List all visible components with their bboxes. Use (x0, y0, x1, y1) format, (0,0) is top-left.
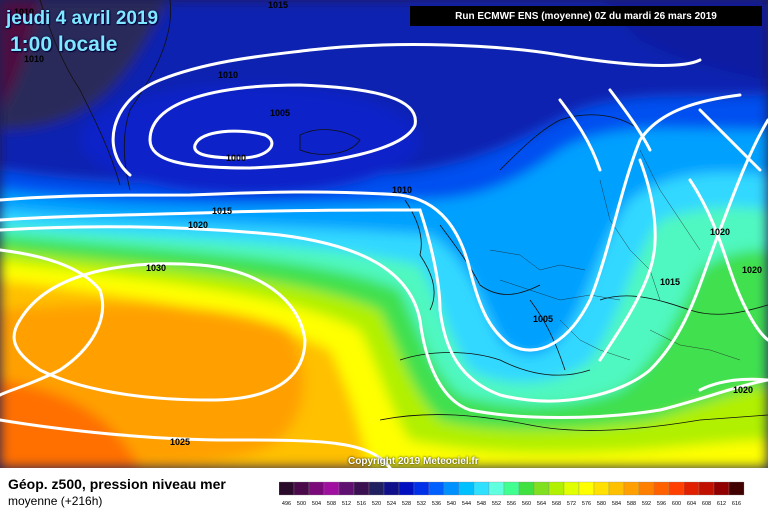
legend-value: 548 (477, 501, 486, 507)
isobar-label: 1015 (212, 206, 232, 216)
legend-value: 544 (462, 501, 471, 507)
run-info-banner: Run ECMWF ENS (moyenne) 0Z du mardi 26 m… (410, 6, 762, 26)
legend-value: 608 (702, 501, 711, 507)
isobar-label: 1015 (268, 0, 288, 10)
borders (489, 149, 741, 361)
map-area: 1015 1010 1010 1005 1000 1010 1015 1020 … (0, 0, 768, 468)
legend-value: 580 (597, 501, 606, 507)
legend-swatch (578, 481, 595, 496)
forecast-date: jeudi 4 avril 2019 (6, 8, 159, 29)
isobar-labels: 1015 1010 1010 1005 1000 1010 1015 1020 … (14, 0, 762, 447)
isobar-label: 1010 (392, 185, 412, 195)
legend-scale: 496 500 504 508 512 516 520 524 528 532 536 540 544 5… (279, 481, 745, 507)
legend-swatch (548, 481, 565, 496)
legend-swatch (428, 481, 445, 496)
chart-subtitle: moyenne (+216h) (8, 494, 103, 508)
legend-swatch (338, 481, 355, 496)
isobar-label: 1005 (533, 314, 553, 324)
legend-swatch (413, 481, 430, 496)
legend-swatch (293, 481, 310, 496)
legend-value: 560 (522, 501, 531, 507)
isobar-label: 1020 (742, 265, 762, 275)
color-legend: 496 500 504 508 512 516 520 524 528 532 536 540 544 5… (279, 480, 747, 508)
legend-value: 564 (537, 501, 546, 507)
coastlines (39, 0, 768, 431)
legend-value: 496 (282, 501, 291, 507)
legend-value: 600 (672, 501, 681, 507)
legend-swatch (668, 481, 685, 496)
legend-swatch (653, 481, 670, 496)
legend-swatch (683, 481, 700, 496)
legend-swatch (608, 481, 625, 496)
legend-value: 524 (387, 501, 396, 507)
forecast-time: 1:00 locale (10, 33, 118, 56)
legend-value: 612 (717, 501, 726, 507)
isobar-label: 1010 (24, 54, 44, 64)
legend-swatch (533, 481, 550, 496)
isobar-label: 1030 (146, 263, 166, 273)
legend-value: 588 (627, 501, 636, 507)
legend-swatch (503, 481, 520, 496)
legend-value: 552 (492, 501, 501, 507)
legend-value: 500 (297, 501, 306, 507)
isobars (0, 43, 768, 468)
run-info-text: Run ECMWF ENS (moyenne) 0Z du mardi 26 m… (455, 10, 717, 22)
legend-swatch (698, 481, 715, 496)
legend-value: 528 (402, 501, 411, 507)
isobar-label: 1020 (733, 385, 753, 395)
legend-value: 536 (432, 501, 441, 507)
legend-value: 556 (507, 501, 516, 507)
legend-value: 568 (552, 501, 561, 507)
legend-swatch (623, 481, 640, 496)
legend-value: 592 (642, 501, 651, 507)
isobar-label: 1000 (226, 153, 246, 163)
legend-value: 520 (372, 501, 381, 507)
legend-swatch (713, 481, 730, 496)
geopotential-field (0, 0, 768, 468)
isobar-label: 1005 (270, 108, 290, 118)
legend-value: 508 (327, 501, 336, 507)
legend-swatch (443, 481, 460, 496)
legend-swatch (368, 481, 385, 496)
legend-swatch (638, 481, 655, 496)
legend-value: 616 (732, 501, 741, 507)
legend-swatch (473, 481, 490, 496)
isobar-label: 1020 (710, 227, 730, 237)
legend-swatch (518, 481, 535, 496)
isobar-label: 1015 (660, 277, 680, 287)
legend-value: 604 (687, 501, 696, 507)
legend-value: 584 (612, 501, 621, 507)
legend-value: 576 (582, 501, 591, 507)
legend-swatch (323, 481, 340, 496)
legend-swatch (728, 481, 745, 496)
copyright-text: Copyright 2019 Meteociel.fr (348, 456, 479, 467)
chart-title: Géop. z500, pression niveau mer (8, 476, 226, 492)
isobar-label-extra: 1010 (218, 70, 238, 80)
legend-value: 532 (417, 501, 426, 507)
legend-swatch (563, 481, 580, 496)
legend-swatch (398, 481, 415, 496)
legend-swatch (593, 481, 610, 496)
legend-swatch (383, 481, 400, 496)
legend-value: 516 (357, 501, 366, 507)
legend-value: 572 (567, 501, 576, 507)
legend-value: 540 (447, 501, 456, 507)
weather-map: 1015 1010 1010 1005 1000 1010 1015 1020 … (0, 0, 768, 468)
legend-swatch (308, 481, 325, 496)
isobar-label: 1025 (170, 437, 190, 447)
legend-value: 504 (312, 501, 321, 507)
isobar-label: 1020 (188, 220, 208, 230)
legend-swatch (488, 481, 505, 496)
legend-value: 512 (342, 501, 351, 507)
isobar-label: 1010 (14, 7, 34, 17)
legend-swatch (353, 481, 370, 496)
legend-swatch (279, 481, 295, 496)
legend-value: 596 (657, 501, 666, 507)
legend-swatch (458, 481, 475, 496)
